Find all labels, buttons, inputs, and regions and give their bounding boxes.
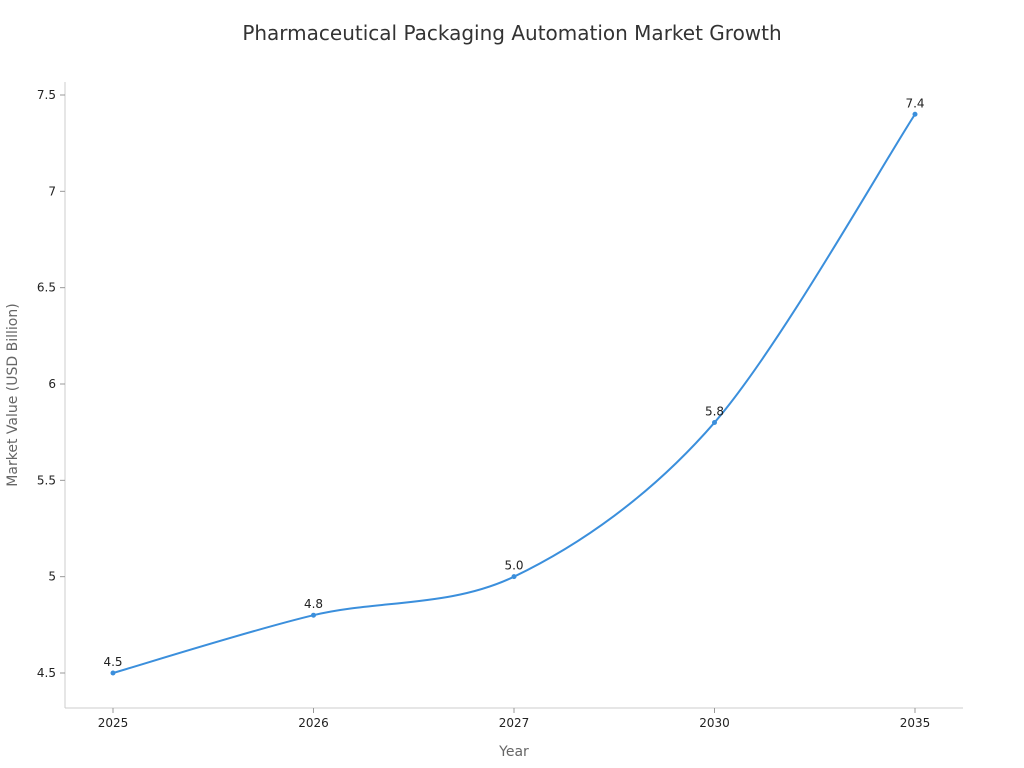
- data-points: [110, 111, 918, 676]
- data-point: [712, 420, 717, 426]
- data-label: 5.8: [705, 405, 724, 419]
- data-labels: 4.5 4.8 5.0 5.8 7.4: [103, 96, 924, 669]
- data-point: [511, 574, 517, 580]
- x-tick-label: 2035: [900, 716, 931, 730]
- data-label: 4.8: [304, 597, 323, 611]
- data-point: [110, 670, 116, 676]
- data-label: 7.4: [905, 96, 924, 110]
- x-tick-label: 2025: [98, 716, 129, 730]
- data-point: [311, 612, 316, 618]
- y-tick-label: 4.5: [37, 666, 56, 680]
- data-label: 4.5: [103, 655, 122, 669]
- y-tick-label: 7: [48, 184, 56, 198]
- y-tick-label: 6: [48, 377, 56, 391]
- x-tick-label: 2030: [699, 716, 730, 730]
- y-tick-label: 5.5: [37, 473, 56, 487]
- y-tick-label: 6.5: [37, 281, 56, 295]
- x-axis-ticks: 2025 2026 2027 2030 2035: [98, 708, 931, 730]
- y-axis-label: Market Value (USD Billion): [5, 303, 21, 486]
- chart-title: Pharmaceutical Packaging Automation Mark…: [242, 21, 781, 45]
- y-axis-ticks: 4.5 5 5.5 6 6.5 7 7.5: [37, 88, 65, 680]
- data-label: 5.0: [504, 559, 523, 573]
- y-tick-label: 7.5: [37, 88, 56, 102]
- x-axis-label: Year: [498, 744, 529, 760]
- x-tick-label: 2027: [499, 716, 530, 730]
- x-tick-label: 2026: [298, 716, 329, 730]
- y-tick-label: 5: [48, 570, 56, 584]
- data-point: [912, 111, 918, 117]
- series-line: [112, 113, 916, 674]
